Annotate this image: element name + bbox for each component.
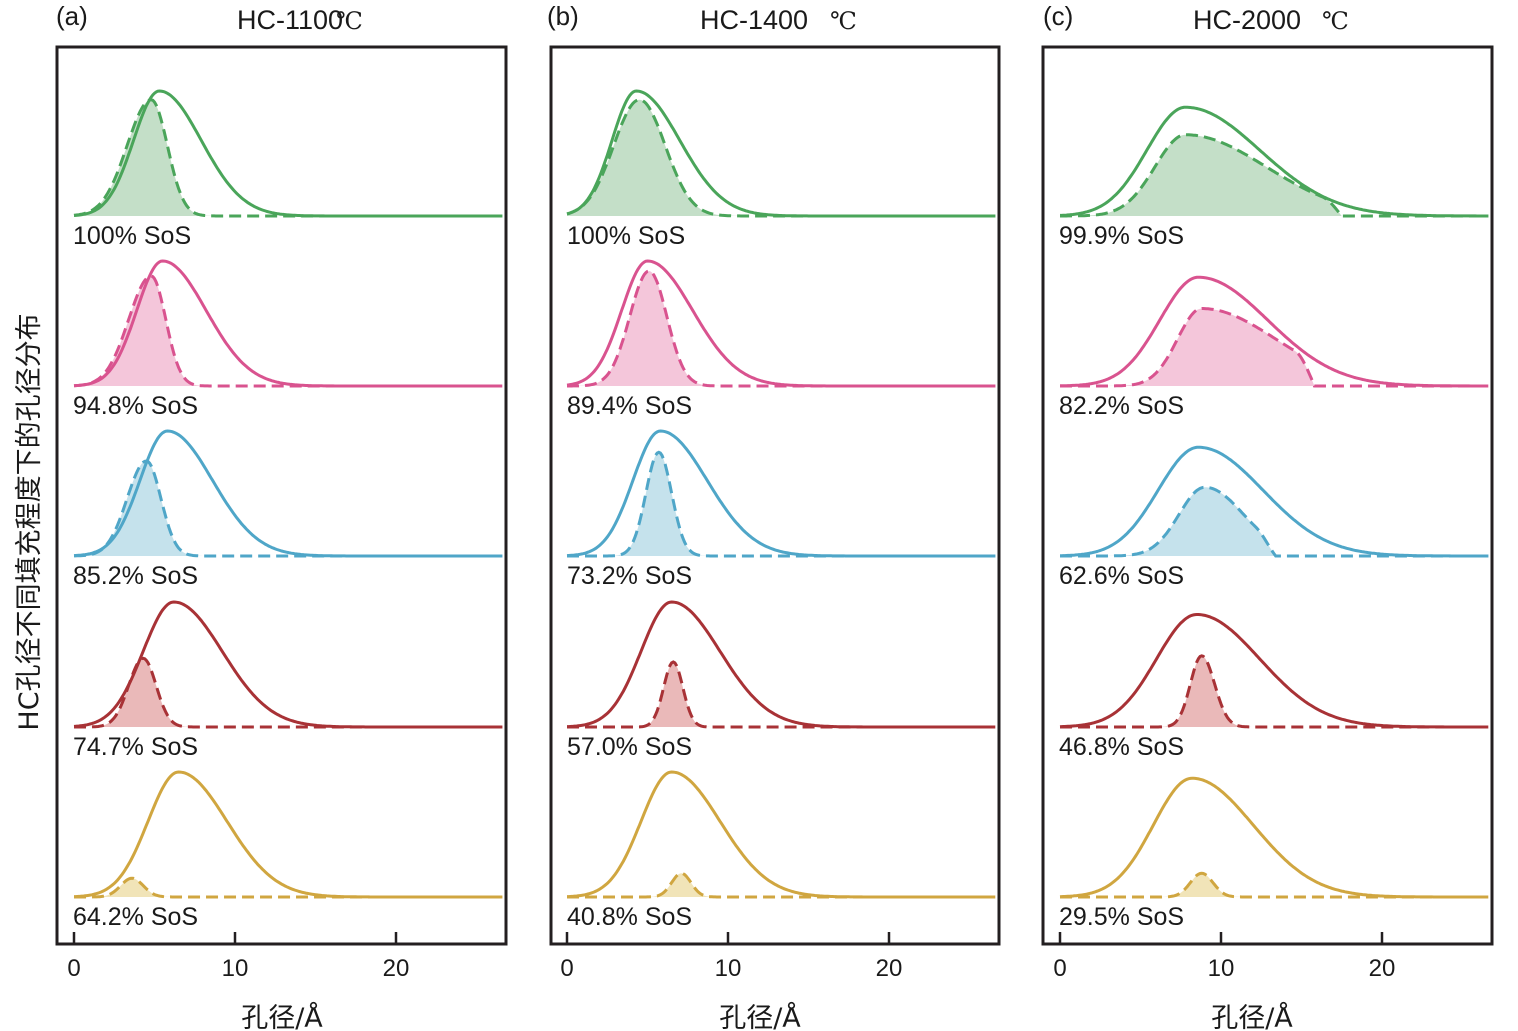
panel-b: (b) HC-1400 ℃ 100% SoS 89.4% SoS 73.2% SoS… — [547, 1, 1001, 1031]
x-axis-label: 孔径/Å — [241, 1002, 323, 1031]
filled-distribution-dashed-line — [1060, 871, 1489, 899]
filled-area — [1060, 873, 1489, 897]
curves: 100% SoS 89.4% SoS 73.2% SoS 57.0% SoS 40.8%… — [566, 89, 996, 931]
sos-label: 46.8% SoS — [1059, 733, 1184, 761]
x-tick-label: 20 — [876, 955, 903, 982]
total-distribution-line — [1060, 105, 1489, 218]
sos-label: 57.0% SoS — [567, 733, 692, 761]
filled-area — [567, 662, 996, 727]
total-distribution-line — [567, 600, 996, 729]
total-distribution-line — [1060, 445, 1489, 558]
sos-label: 94.8% SoS — [73, 392, 198, 420]
x-ticks: 0 10 20 — [1053, 932, 1395, 982]
total-distribution-line — [566, 259, 996, 388]
panel-a: (a) HC-1100 ℃ 100% SoS 94.8% SoS 85.2% SoS… — [55, 1, 508, 1031]
sos-label: 100% SoS — [567, 222, 685, 250]
filled-area — [567, 873, 996, 897]
sos-label: 74.7% SoS — [73, 733, 198, 761]
y-axis-label: HC孔径不同填充程度下的孔径分布 — [14, 313, 45, 730]
x-axis-label: 孔径/Å — [719, 1002, 801, 1031]
x-axis-label: 孔径/Å — [1211, 1002, 1293, 1031]
sos-label: 85.2% SoS — [73, 562, 198, 590]
total-distribution-line — [73, 429, 503, 558]
total-distribution-line — [73, 600, 503, 729]
sos-label: 62.6% SoS — [1059, 562, 1184, 590]
sos-label: 89.4% SoS — [567, 392, 692, 420]
filled-distribution-dashed-line — [1060, 307, 1489, 388]
curves: 99.9% SoS 82.2% SoS 62.6% SoS 46.8% SoS 29.5… — [1059, 105, 1489, 931]
sos-label: 73.2% SoS — [567, 562, 692, 590]
total-distribution-line — [566, 429, 996, 558]
filled-area — [74, 658, 503, 727]
filled-area — [1060, 134, 1489, 216]
degree-unit: ℃ — [830, 7, 857, 35]
total-distribution-line — [1059, 613, 1489, 729]
total-distribution-line — [1060, 275, 1489, 388]
sos-label: 64.2% SoS — [73, 903, 198, 931]
total-distribution-line — [566, 89, 996, 218]
panel-title: HC-1100 — [237, 5, 343, 35]
x-tick-label: 10 — [1208, 955, 1235, 982]
panel-c: (c) HC-2000 ℃ 99.9% SoS 82.2% SoS 62.6% So… — [1041, 1, 1494, 1031]
filled-area — [567, 271, 996, 386]
filled-area — [1060, 655, 1489, 727]
panel-letter: (a) — [56, 1, 88, 31]
x-tick-label: 20 — [383, 955, 410, 982]
filled-area — [1060, 487, 1489, 556]
x-ticks: 0 10 20 — [560, 932, 902, 982]
x-tick-label: 0 — [67, 955, 80, 982]
filled-area — [74, 878, 503, 897]
total-distribution-line — [567, 770, 996, 899]
plot-frame — [1041, 45, 1494, 946]
plot-frame — [549, 45, 1001, 946]
plot-frame — [55, 45, 508, 946]
panel-letter: (c) — [1043, 1, 1073, 31]
x-ticks: 0 10 20 — [67, 932, 409, 982]
x-tick-label: 10 — [222, 955, 249, 982]
sos-label: 100% SoS — [73, 222, 191, 250]
filled-distribution-dashed-line — [567, 871, 996, 899]
filled-area — [74, 276, 503, 386]
panel-letter: (b) — [547, 1, 579, 31]
sos-label: 99.9% SoS — [1059, 222, 1184, 250]
filled-distribution-dashed-line — [567, 450, 996, 558]
panel-title: HC-1400 — [700, 5, 808, 35]
filled-distribution-dashed-line — [1060, 485, 1489, 558]
degree-unit: ℃ — [1322, 7, 1349, 35]
filled-area — [74, 99, 503, 216]
x-tick-label: 10 — [715, 955, 742, 982]
curves: 100% SoS 94.8% SoS 85.2% SoS 74.7% SoS 64.2%… — [73, 89, 503, 931]
filled-distribution-dashed-line — [73, 274, 503, 388]
filled-area — [567, 452, 996, 556]
sos-label: 82.2% SoS — [1059, 392, 1184, 420]
filled-area — [74, 461, 503, 556]
filled-distribution-dashed-line — [1060, 654, 1489, 729]
filled-area — [1060, 308, 1489, 386]
degree-unit: ℃ — [336, 7, 363, 35]
total-distribution-line — [73, 259, 503, 388]
x-tick-label: 0 — [560, 955, 573, 982]
x-tick-label: 20 — [1369, 955, 1396, 982]
panel-title: HC-2000 — [1193, 5, 1301, 35]
x-tick-label: 0 — [1053, 955, 1066, 982]
sos-label: 40.8% SoS — [567, 903, 692, 931]
total-distribution-line — [1059, 776, 1489, 899]
total-distribution-line — [73, 89, 503, 218]
total-distribution-line — [74, 770, 503, 899]
filled-area — [567, 99, 996, 216]
sos-label: 29.5% SoS — [1059, 903, 1184, 931]
